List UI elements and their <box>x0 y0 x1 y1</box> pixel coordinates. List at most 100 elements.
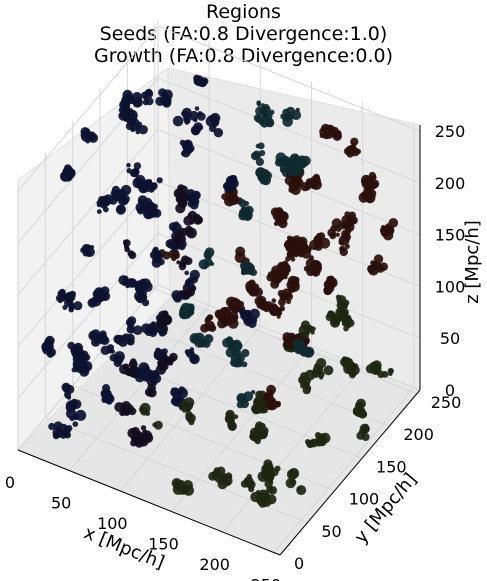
data-point <box>189 196 198 205</box>
data-point <box>67 297 73 303</box>
data-point <box>371 175 377 181</box>
data-point <box>64 392 69 397</box>
data-point <box>139 406 145 413</box>
data-point <box>128 407 137 416</box>
data-point <box>66 168 76 178</box>
data-point <box>219 307 229 317</box>
data-point <box>73 301 83 311</box>
data-point <box>200 323 209 333</box>
data-point <box>131 118 140 127</box>
data-point <box>312 270 319 276</box>
data-point <box>259 150 266 157</box>
x-tick-label: 150 <box>148 535 179 554</box>
x-tick-label: 200 <box>199 555 230 574</box>
data-point <box>158 359 164 366</box>
data-point <box>189 354 199 363</box>
data-point <box>300 345 310 354</box>
data-point <box>137 198 144 205</box>
data-point <box>363 186 373 195</box>
data-point <box>181 483 187 489</box>
data-point <box>291 239 298 246</box>
data-point <box>189 191 195 197</box>
data-point <box>255 115 264 124</box>
data-point <box>351 147 360 157</box>
data-point <box>58 289 65 297</box>
data-point <box>277 289 285 297</box>
data-point <box>288 244 295 252</box>
data-point <box>85 250 92 257</box>
data-point <box>197 111 203 117</box>
data-point <box>360 192 368 199</box>
data-point <box>183 141 191 148</box>
data-point <box>175 228 185 239</box>
data-point <box>271 277 277 284</box>
y-axis-line <box>279 389 421 556</box>
data-point <box>133 162 142 170</box>
data-point <box>243 391 254 402</box>
data-point <box>284 114 289 119</box>
data-point <box>185 278 193 286</box>
data-point <box>213 128 224 138</box>
data-point <box>65 384 75 394</box>
data-point <box>66 425 73 432</box>
data-point <box>287 251 296 259</box>
data-point <box>121 280 128 286</box>
y-tick-label: 100 <box>349 490 380 509</box>
data-point <box>226 177 235 186</box>
data-point <box>307 442 313 448</box>
data-point <box>241 267 249 275</box>
data-point <box>65 402 76 413</box>
chart-title-line-1: Regions <box>206 1 281 23</box>
data-point <box>348 371 356 379</box>
data-point <box>119 99 131 111</box>
data-point <box>211 115 218 121</box>
data-point <box>126 162 131 168</box>
data-point <box>121 333 131 343</box>
x-tick-label: 0 <box>5 473 15 492</box>
data-point <box>247 269 254 276</box>
z-tick-label: 0 <box>445 381 455 400</box>
z-tick-label: 250 <box>435 122 466 141</box>
data-point <box>247 262 254 270</box>
data-point <box>340 357 349 367</box>
data-point <box>208 115 214 121</box>
data-point <box>152 247 159 255</box>
data-point <box>125 318 134 327</box>
data-point <box>68 306 74 313</box>
x-tick-label: 250 <box>251 576 282 581</box>
data-point <box>311 326 316 332</box>
data-point <box>75 349 86 360</box>
data-point <box>267 389 274 397</box>
data-point <box>178 290 184 295</box>
data-point <box>130 168 140 178</box>
data-point <box>230 318 236 324</box>
data-point <box>88 133 99 143</box>
data-point <box>136 369 146 379</box>
data-point <box>257 404 263 410</box>
data-point <box>188 419 195 426</box>
data-point <box>250 151 260 161</box>
y-tick-label: 200 <box>403 425 434 444</box>
data-point <box>142 99 149 106</box>
data-point <box>100 345 111 355</box>
data-point <box>59 296 66 302</box>
data-point <box>276 269 287 280</box>
data-point <box>346 319 355 328</box>
data-point <box>156 317 167 328</box>
data-point <box>268 486 278 495</box>
data-point <box>244 481 251 488</box>
data-point <box>189 269 200 280</box>
data-point <box>342 221 351 229</box>
data-point <box>327 282 333 288</box>
data-point <box>288 187 295 193</box>
data-point <box>352 407 361 416</box>
data-point <box>194 106 200 111</box>
data-point <box>189 347 195 352</box>
data-point <box>228 345 233 350</box>
data-point <box>301 331 310 340</box>
data-point <box>154 209 159 214</box>
data-point <box>329 232 337 240</box>
data-point <box>388 218 399 228</box>
data-point <box>126 168 132 174</box>
